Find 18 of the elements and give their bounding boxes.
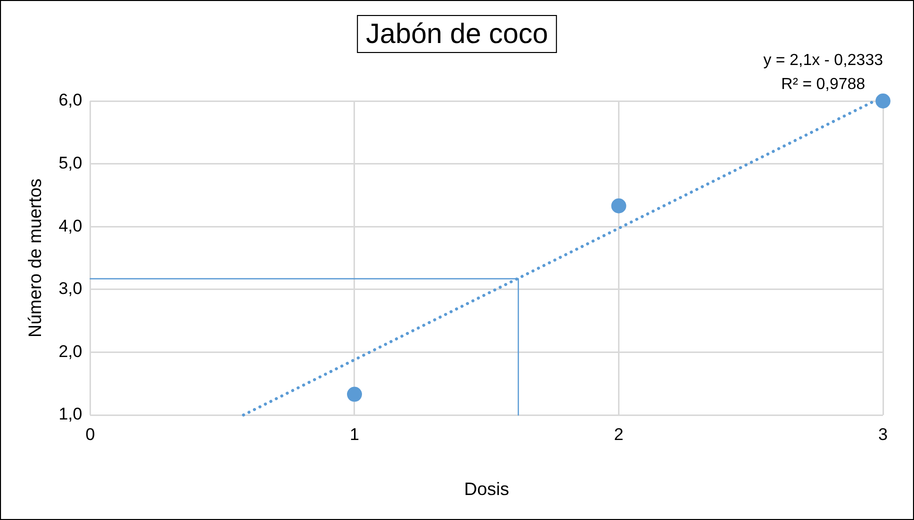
- y-tick-label: 4,0: [58, 216, 82, 236]
- x-tick-label: 1: [350, 424, 360, 444]
- x-axis-title: Dosis: [464, 479, 510, 500]
- chart-title: Jabón de coco: [356, 15, 558, 53]
- x-tick-label: 0: [86, 424, 95, 444]
- x-tick-label: 3: [878, 424, 888, 444]
- point: [876, 94, 890, 108]
- y-tick-label: 5,0: [58, 153, 82, 172]
- point: [346, 386, 362, 402]
- y-tick-label: 2,0: [58, 342, 82, 361]
- text: R² = 0,9788: [780, 75, 866, 95]
- y-axis-title: Número de muertos: [24, 178, 45, 338]
- text: y = 2,1x - 0,2333: [763, 51, 883, 71]
- x-tick-label: 2: [614, 424, 624, 444]
- y-tick-label: 6,0: [58, 90, 82, 110]
- y-tick-label: 1,0: [58, 404, 82, 424]
- y-tick-label: 3,0: [58, 279, 82, 298]
- point: [611, 198, 626, 214]
